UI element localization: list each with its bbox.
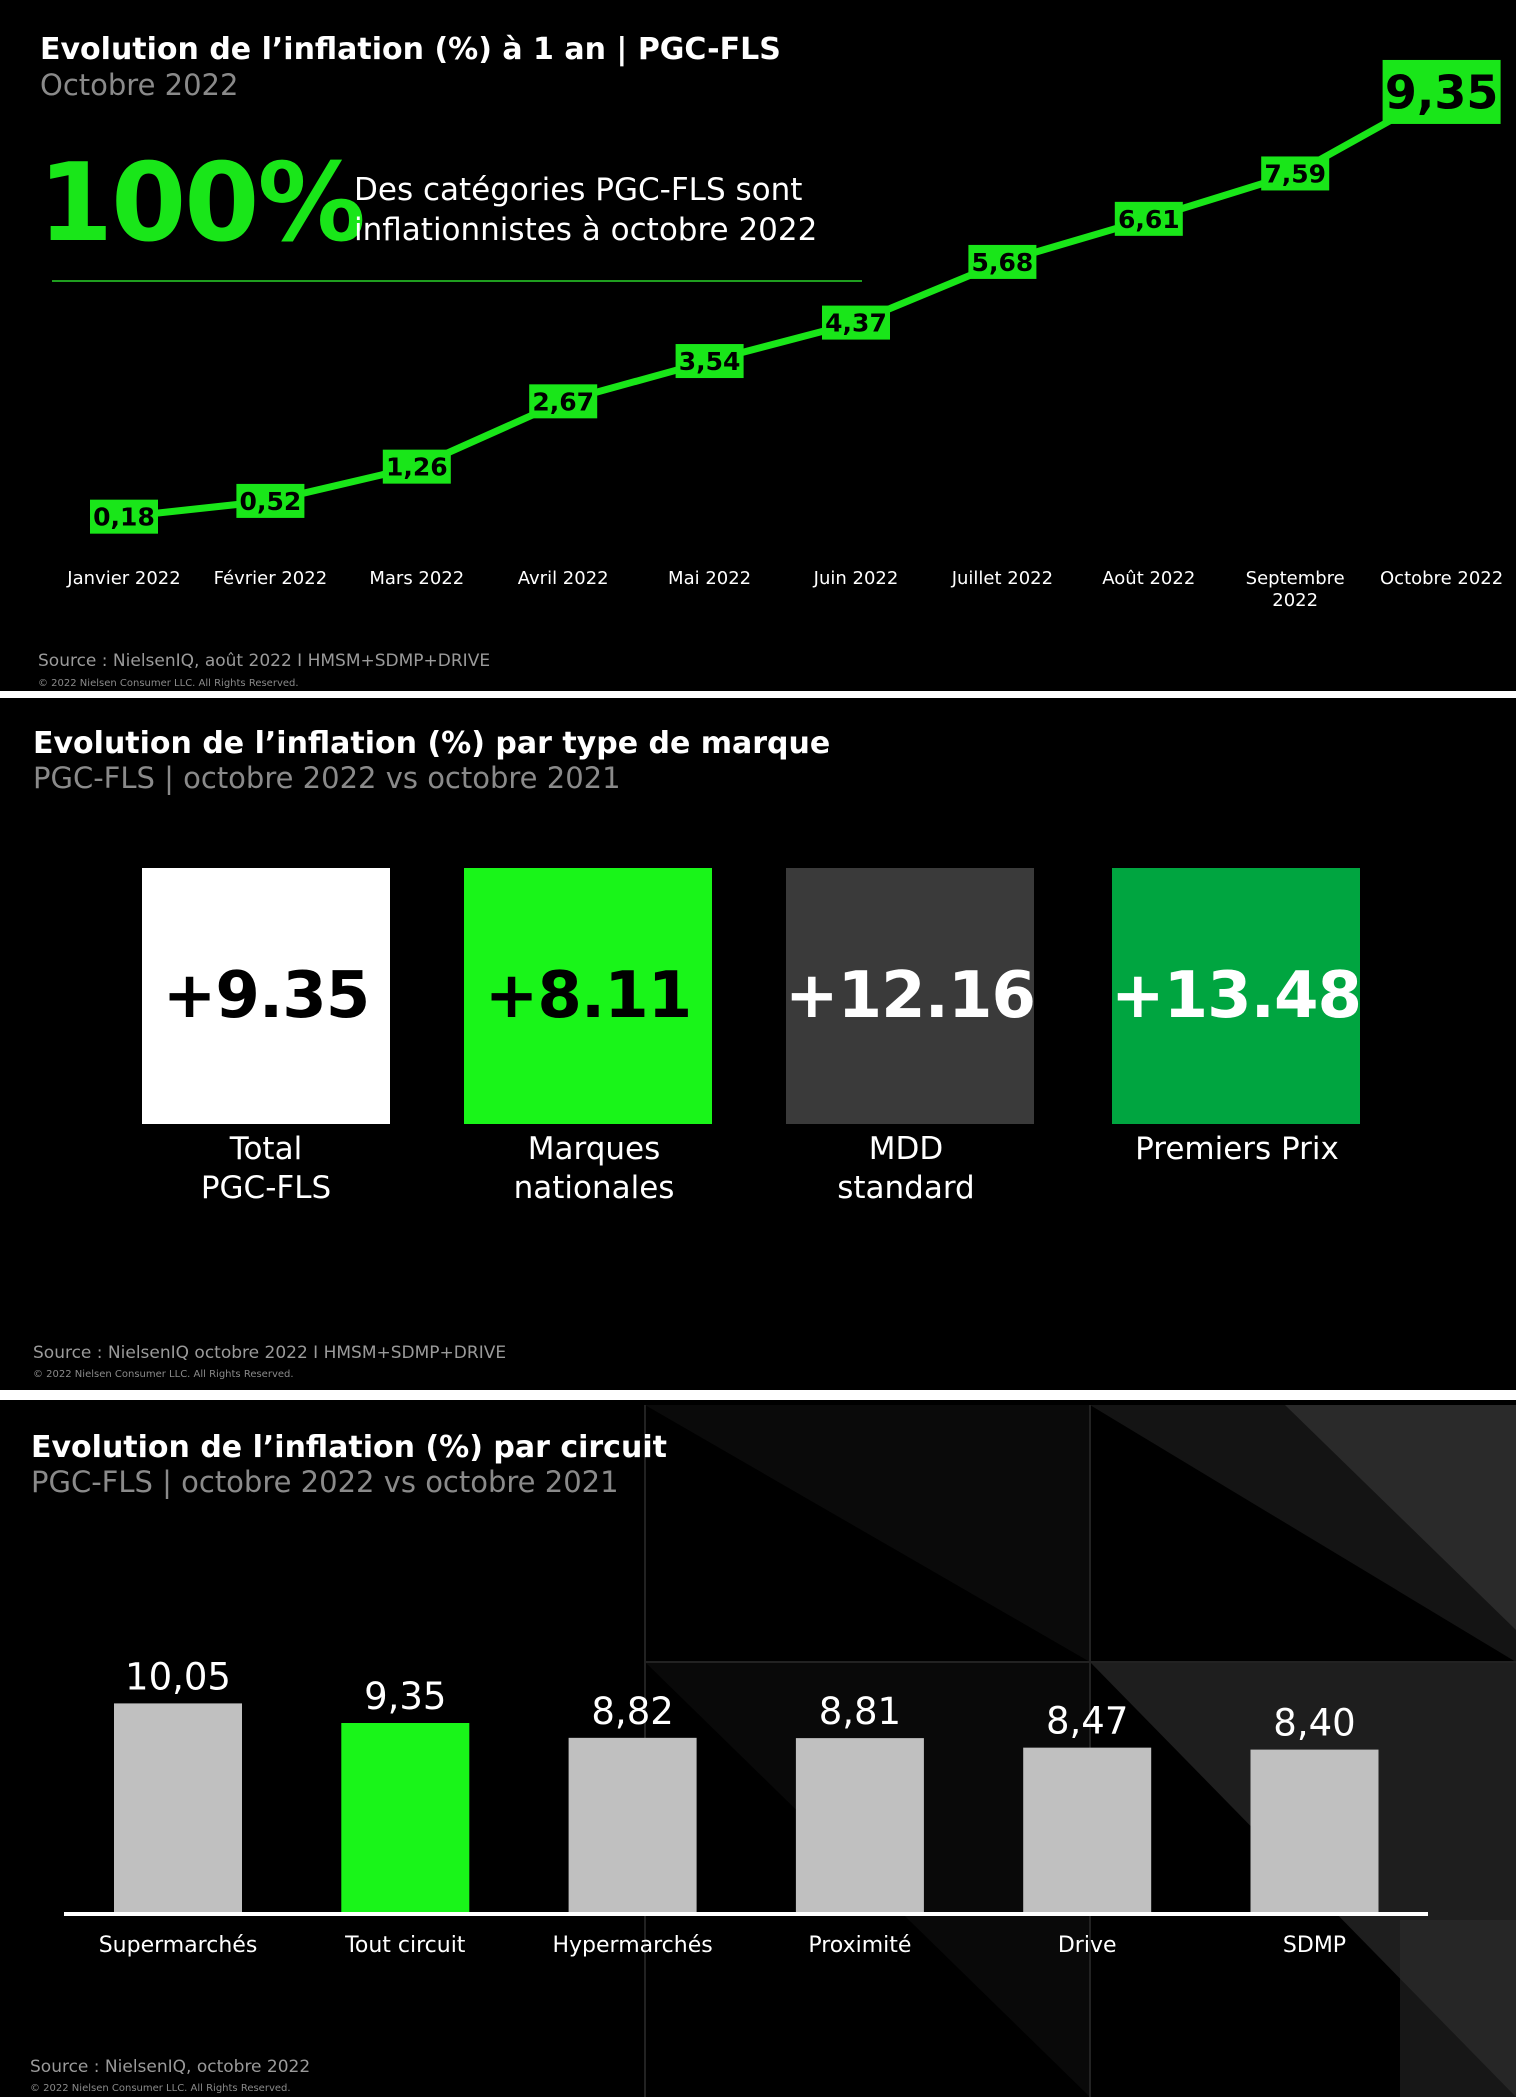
data-label-box (90, 499, 158, 534)
panel2-subtitle: PGC-FLS | octobre 2022 vs octobre 2021 (33, 761, 621, 795)
bar (341, 1723, 470, 1912)
bg-triangle (1400, 1920, 1516, 2097)
x-tick-label: Mai 2022 (668, 568, 751, 589)
data-point: 6,61 (1114, 201, 1183, 236)
tile-mdd-standard-label: MDD standard (837, 1131, 975, 1206)
bar (1250, 1749, 1379, 1912)
data-label: 4,37 (825, 309, 887, 338)
x-tick-label: Janvier 2022 (66, 568, 180, 589)
data-point: 1,26 (382, 449, 451, 484)
bar (795, 1738, 924, 1912)
data-label-box (675, 344, 744, 379)
x-tick-label: Mars 2022 (369, 568, 464, 589)
x-tick-label: Hypermarchés (552, 1933, 712, 1958)
panel1-subtitle: Octobre 2022 (40, 68, 239, 102)
bar (568, 1737, 697, 1912)
data-label-box (1114, 201, 1183, 236)
panel2-copyright: © 2022 Nielsen Consumer LLC. All Rights … (33, 1369, 294, 1380)
data-label-box (529, 384, 598, 419)
x-tick-label: Juin 2022 (813, 568, 899, 589)
panel3-copyright: © 2022 Nielsen Consumer LLC. All Rights … (30, 2083, 291, 2094)
x-tick-label: Drive (1058, 1933, 1117, 1958)
bar-value-label: 8,40 (1273, 1702, 1355, 1745)
tile-premiers-prix-label: Premiers Prix (1135, 1131, 1339, 1167)
bar (1023, 1747, 1152, 1912)
panel2-source: Source : NielsenIQ octobre 2022 I HMSM+S… (33, 1343, 507, 1363)
tile-premiers-prix: +13.48 (1111, 868, 1362, 1124)
x-tick-label: Tout circuit (344, 1933, 466, 1958)
series-line (123, 88, 1444, 521)
panel1-copyright: © 2022 Nielsen Consumer LLC. All Rights … (38, 678, 299, 689)
brand-type-panel: Evolution de l’inflation (%) par type de… (0, 698, 1516, 1390)
tile-marques-nationales-label: Marques nationales (513, 1131, 675, 1206)
x-tick-label: Octobre 2022 (1380, 568, 1503, 589)
data-point: 3,54 (675, 344, 744, 379)
data-label: 5,68 (972, 248, 1034, 277)
bar-value-label: 8,81 (819, 1690, 901, 1733)
data-label-box (822, 305, 890, 340)
data-point: 4,37 (822, 305, 890, 340)
bar (114, 1703, 242, 1912)
headline-value: 100% (38, 141, 366, 266)
panel1-source: Source : NielsenIQ, août 2022 I HMSM+SDM… (38, 651, 491, 671)
circuit-panel: Evolution de l’inflation (%) par circuit… (0, 1400, 1516, 2097)
data-label-box (236, 483, 305, 518)
divider (52, 280, 862, 282)
tile-marques-nationales: +8.11 (464, 868, 712, 1124)
panel3-source: Source : NielsenIQ, octobre 2022 (30, 2057, 311, 2077)
panel3-title: Evolution de l’inflation (%) par circuit (31, 1430, 667, 1465)
x-tick-label: Février 2022 (214, 568, 328, 589)
data-label: 1,26 (386, 453, 448, 482)
panel1-title: Evolution de l’inflation (%) à 1 an | PG… (40, 32, 781, 67)
data-point: 0,18 (90, 499, 158, 534)
x-tick-label: SDMP (1283, 1933, 1346, 1958)
data-label: 0,18 (93, 503, 155, 532)
line-chart: 0,18 Janvier 2022 0,52 Février 2022 1,26 Mars… (66, 59, 1503, 611)
bar-value-label: 9,35 (364, 1675, 446, 1718)
data-point: 5,68 (968, 244, 1037, 279)
data-point: 2,67 (529, 384, 598, 419)
data-label: 7,59 (1264, 159, 1326, 188)
data-label: 0,52 (240, 487, 302, 516)
data-label: 9,35 (1385, 66, 1499, 120)
data-label: 2,67 (532, 387, 594, 416)
tile-total: +9.35 (142, 868, 390, 1124)
panel3-subtitle: PGC-FLS | octobre 2022 vs octobre 2021 (31, 1465, 619, 1499)
tile-total-label: Total PGC-FLS (200, 1131, 332, 1206)
panel2-title: Evolution de l’inflation (%) par type de… (33, 726, 831, 761)
x-tick-label: Supermarchés (99, 1933, 258, 1958)
data-label-box (1382, 59, 1501, 124)
x-tick-label: Août 2022 (1102, 568, 1195, 589)
data-label-box (1261, 156, 1330, 191)
bg-triangle (645, 1405, 1090, 1662)
x-tick-label: Avril 2022 (518, 568, 609, 589)
data-label-box (968, 244, 1037, 279)
data-label-box (382, 449, 451, 484)
bar-value-label: 10,05 (125, 1655, 231, 1698)
bar-chart: 10,05 Supermarchés 9,35 Tout circuit 8,82 Hyp… (64, 1655, 1428, 1958)
data-label: 6,61 (1118, 205, 1180, 234)
headline-text: Des catégories PGC-FLS sont inflationnis… (354, 172, 818, 248)
x-tick-label: Juillet 2022 (951, 568, 1053, 589)
data-point: 7,59 (1261, 156, 1330, 191)
data-point: 0,52 (236, 483, 305, 518)
data-point: 9,35 (1382, 59, 1501, 124)
bg-triangle (1285, 1405, 1516, 1630)
inflation-trend-panel: Evolution de l’inflation (%) à 1 an | PG… (0, 0, 1516, 691)
tile-mdd-standard: +12.16 (785, 868, 1036, 1124)
bar-value-label: 8,47 (1046, 1700, 1128, 1743)
x-tick-label: Septembre 2022 (1246, 568, 1345, 611)
bar-value-label: 8,82 (591, 1690, 673, 1733)
data-label: 3,54 (679, 347, 741, 376)
x-tick-label: Proximité (808, 1933, 911, 1958)
